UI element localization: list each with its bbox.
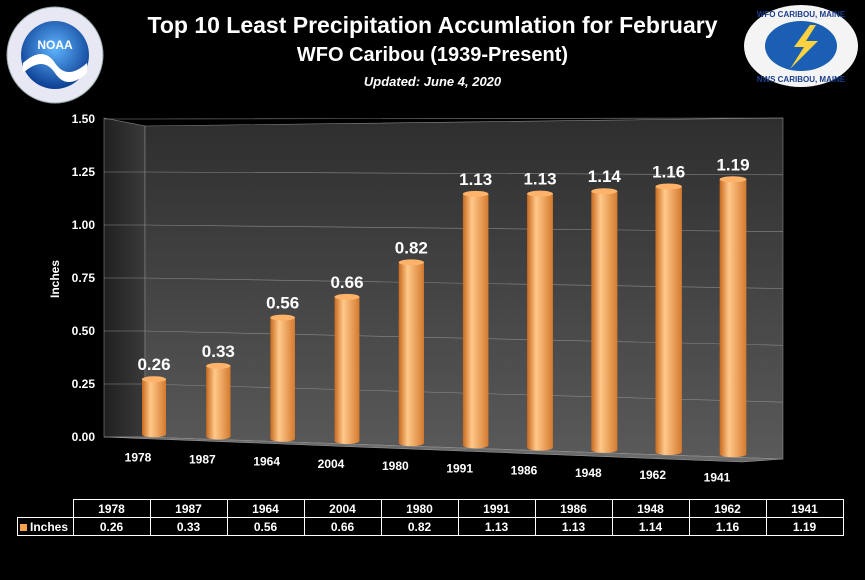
data-table: 1978 1987 1964 2004 1980 1991 1986 1948 1962 1941… <box>17 499 844 536</box>
y-tick-label: 0.75 <box>72 271 96 285</box>
side-wall <box>103 117 146 438</box>
gridline <box>104 171 784 176</box>
data-label: 0.82 <box>395 238 428 257</box>
data-label: 1.16 <box>652 162 685 181</box>
data-table-value-cell: 1.13 <box>534 517 613 536</box>
nws-logo-top-text: WFO CARIBOU, MAINE <box>757 10 846 19</box>
data-table-value-cell: 1.14 <box>611 517 690 536</box>
bar <box>270 314 295 442</box>
gridline <box>104 277 784 289</box>
data-label: 0.66 <box>330 273 363 292</box>
data-table-value-cell: 0.66 <box>303 517 382 536</box>
x-tick-label: 1987 <box>189 453 216 467</box>
x-tick-label: 1962 <box>639 468 666 482</box>
data-table-value-cell: 0.33 <box>149 517 228 536</box>
y-tick-label: 0.25 <box>72 377 96 391</box>
bar <box>655 183 682 456</box>
bar <box>527 190 553 451</box>
nws-logo: WFO CARIBOU, MAINE NWS CARIBOU, MAINE <box>744 5 858 87</box>
data-table-header-cell: 1941 <box>765 499 844 518</box>
data-table-value-cell: 1.16 <box>688 517 767 536</box>
data-table-header-cell: 1978 <box>72 499 151 518</box>
data-table-value-cell: 1.19 <box>765 517 844 536</box>
data-table-value-row: Inches 0.26 0.33 0.56 0.66 0.82 1.13 1.13 1.14 1.… <box>17 517 844 536</box>
gridline <box>104 436 784 460</box>
bar <box>334 293 360 444</box>
data-table-header-cell: 1962 <box>688 499 767 518</box>
data-table-header-row: 1978 1987 1964 2004 1980 1991 1986 1948 1962 1941 <box>18 499 844 518</box>
y-axis-label: Inches <box>48 260 62 298</box>
x-tick-label: 1964 <box>253 455 280 469</box>
noaa-logo: NOAA <box>6 6 104 104</box>
series-swatch <box>20 523 27 531</box>
x-tick-label: 2004 <box>318 457 345 471</box>
data-table-value-cell: 0.26 <box>72 517 151 536</box>
data-label: 0.33 <box>202 342 235 361</box>
data-label: 1.13 <box>459 170 492 189</box>
data-table-value-cell: 0.82 <box>380 517 459 536</box>
updated-date: Updated: June 4, 2020 <box>363 74 502 89</box>
data-table-header-cell: 1986 <box>534 499 613 518</box>
data-label: 1.13 <box>523 170 556 189</box>
bar <box>206 362 231 440</box>
data-table-row-label-text: Inches <box>30 519 69 534</box>
data-table-header-cell: 1991 <box>457 499 536 518</box>
y-tick-label: 1.50 <box>72 112 96 126</box>
x-tick-label: 1941 <box>704 470 731 484</box>
gridline <box>104 330 784 346</box>
y-tick-label: 1.00 <box>72 218 96 232</box>
bar <box>398 259 424 447</box>
gridline <box>104 224 784 232</box>
x-tick-label: 1978 <box>125 450 152 464</box>
data-table-value-cell: 1.13 <box>457 517 536 536</box>
data-label: 0.26 <box>137 355 170 374</box>
bar <box>462 190 489 449</box>
data-table-row-label: Inches <box>17 517 74 536</box>
data-label: 1.19 <box>716 155 749 174</box>
y-tick-label: 0.00 <box>72 430 96 444</box>
noaa-logo-text: NOAA <box>37 38 73 52</box>
bar <box>142 376 166 438</box>
page-title: Top 10 Least Precipitation Accumlation f… <box>147 12 718 38</box>
x-tick-label: 1948 <box>575 466 602 480</box>
x-tick-label: 1980 <box>382 459 409 473</box>
data-label: 0.56 <box>266 294 299 313</box>
data-table-header-cell: 2004 <box>303 499 382 518</box>
y-tick-label: 1.25 <box>72 165 96 179</box>
data-table-header-cell: 1980 <box>380 499 459 518</box>
nws-logo-bottom-text: NWS CARIBOU, MAINE <box>757 75 846 84</box>
x-tick-label: 1986 <box>511 464 538 478</box>
data-table-value-cell: 0.56 <box>226 517 305 536</box>
x-tick-label: 1991 <box>446 461 473 475</box>
data-table-header-cell: 1948 <box>611 499 690 518</box>
bar-chart: 0.00 0.25 0.50 0.75 1.00 1.25 1.50 0.26 0.33 0.5… <box>48 112 784 484</box>
gridline <box>104 117 784 120</box>
bar <box>591 188 618 453</box>
data-label: 1.14 <box>588 167 622 186</box>
data-table-header-cell: 1987 <box>149 499 228 518</box>
data-table-header-cell: 1964 <box>226 499 305 518</box>
bar <box>719 176 747 458</box>
y-tick-label: 0.50 <box>72 324 96 338</box>
page-subtitle: WFO Caribou (1939-Present) <box>296 44 569 66</box>
